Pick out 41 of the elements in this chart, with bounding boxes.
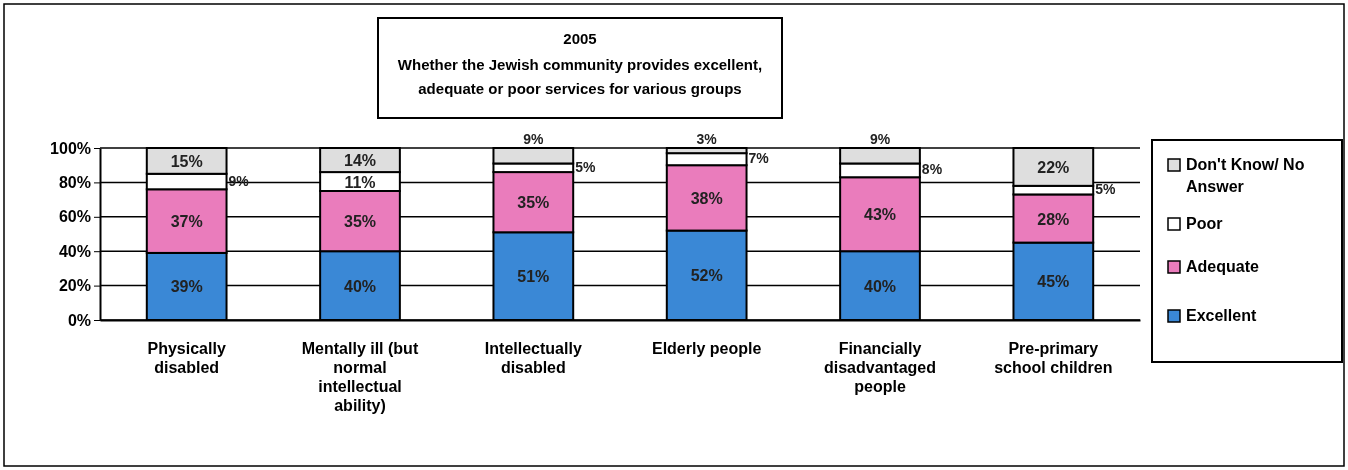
data-label: 37% [170,213,203,231]
data-label: 11% [344,173,376,191]
legend-label: Don't Know/ No Answer [1186,156,1305,195]
x-tick-label: Intellectually disabled [484,340,582,376]
data-label: 40% [863,277,897,295]
chart-title: 2005 [563,30,597,47]
y-tick-label: 40% [58,242,91,260]
data-label: 35% [343,213,377,231]
data-label: 35% [517,194,550,212]
data-label: 45% [1037,273,1070,291]
data-label: 22% [1037,158,1070,176]
data-label: 28% [1037,210,1070,228]
data-label: 51% [517,268,550,286]
data-label: 39% [170,278,203,296]
data-label: 40% [343,277,377,295]
data-label: 52% [690,267,723,285]
y-tick-label: 0% [67,311,91,329]
x-tick-label: Physically disabled [147,340,226,376]
x-tick-label: Pre-primary school children [994,340,1113,376]
data-label: 3% [696,131,718,147]
chart-subtitle: Whether the Jewish community provides excellent, adequate or poor services for various groups [397,56,763,97]
legend-label: Adequate [1186,258,1259,275]
data-label: 9% [523,131,544,147]
x-tick-label: Financially disadvantaged people [823,340,937,395]
data-label: 5% [575,158,596,175]
data-label: 38% [690,189,723,207]
y-tick-label: 60% [58,208,91,226]
data-label: 15% [170,152,203,170]
data-label: 8% [921,161,943,178]
data-label: 14% [343,152,377,170]
data-label: 5% [1095,181,1116,198]
y-tick-label: 100% [50,139,91,157]
legend-label: Excellent [1186,307,1257,324]
x-tick-label: Elderly people [651,340,762,357]
data-label: 9% [869,131,891,147]
data-label: 43% [863,206,897,224]
y-tick-label: 20% [58,277,91,295]
x-tick-label: Mentally ill (but normal intellectual ability) [301,340,419,414]
legend-label: Poor [1186,215,1223,232]
data-label: 7% [748,150,770,167]
y-tick-label: 80% [58,174,91,192]
